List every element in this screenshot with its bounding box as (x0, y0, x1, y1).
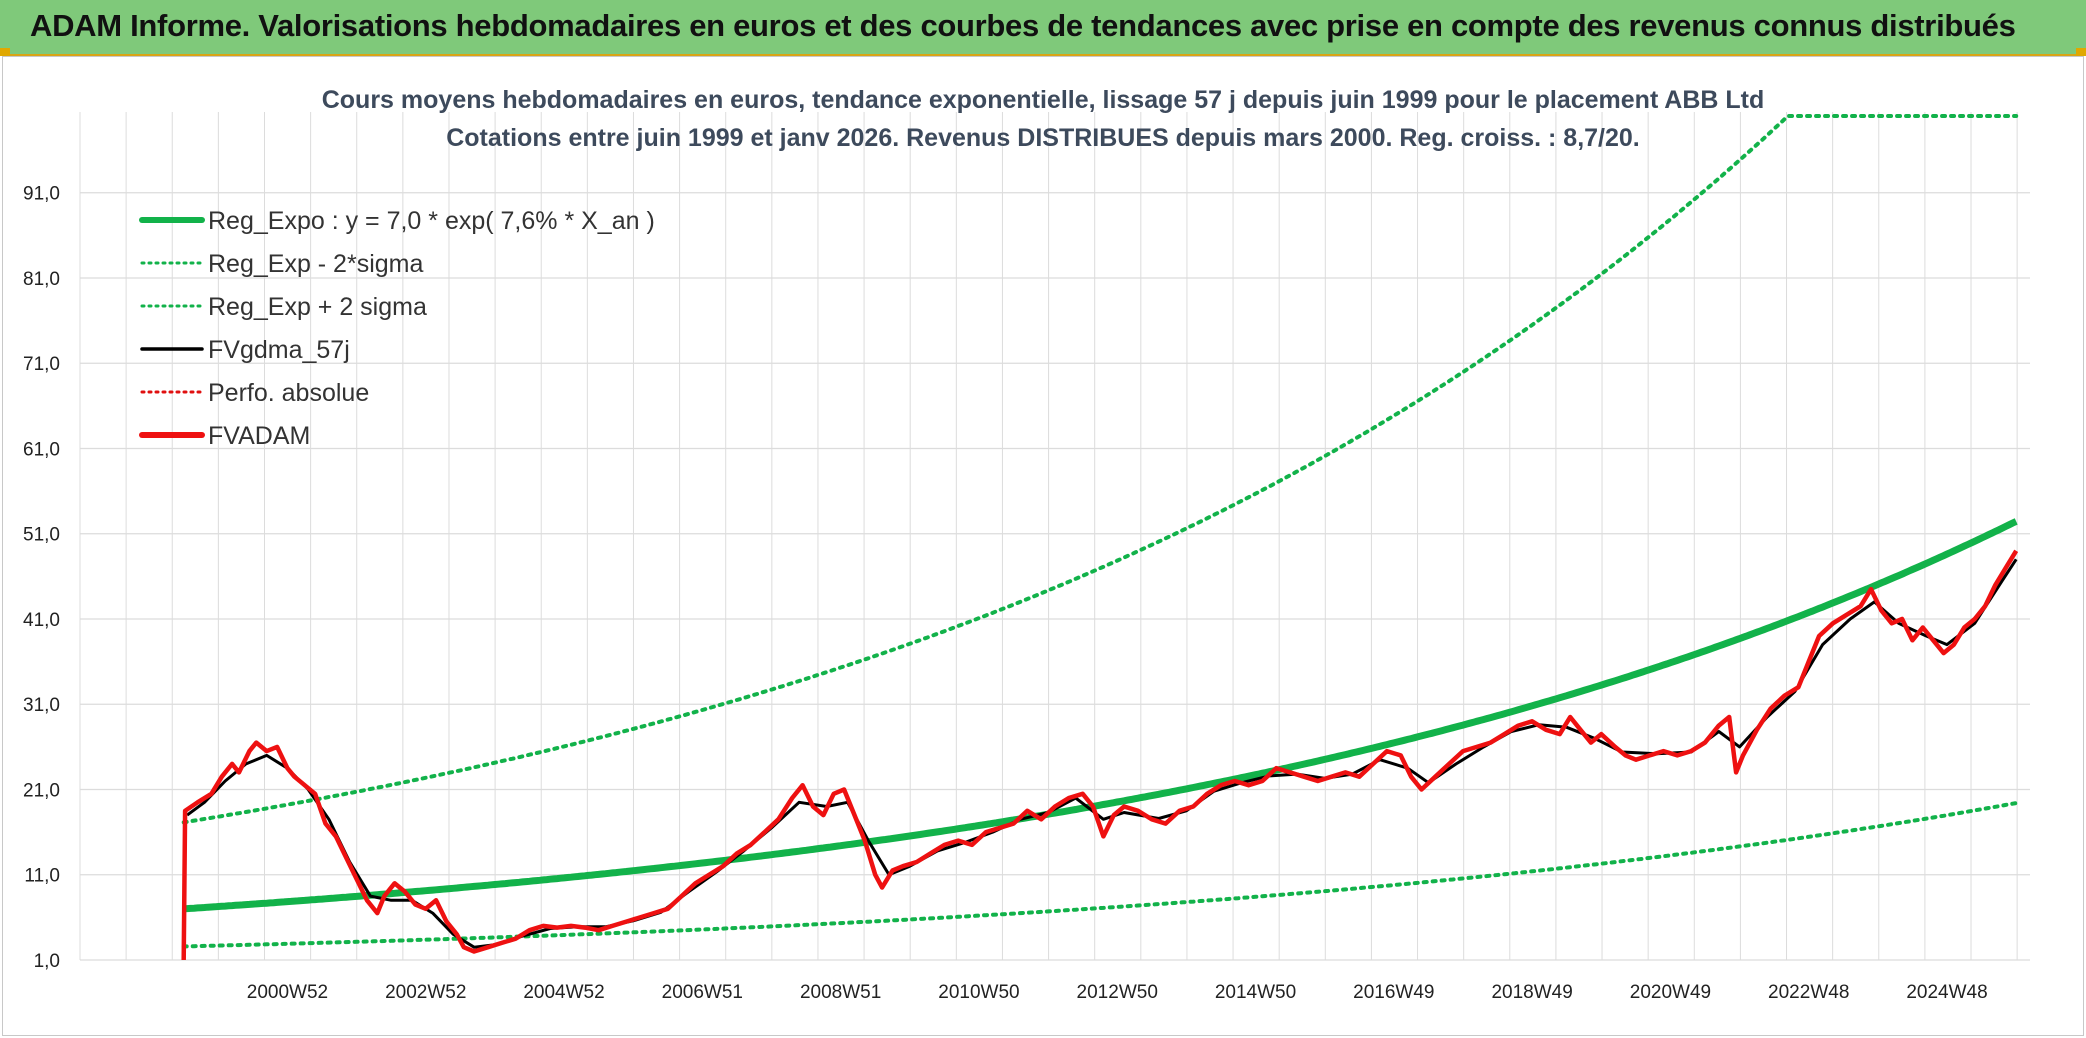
x-tick-label: 2016W49 (1353, 982, 1434, 1003)
chart-title-line-1: Cours moyens hebdomadaires en euros, ten… (322, 86, 1765, 114)
y-tick-label: 11,0 (24, 866, 60, 887)
x-tick-label: 2018W49 (1491, 982, 1572, 1003)
y-tick-label: 71,0 (23, 354, 60, 375)
y-tick-label: 51,0 (23, 525, 60, 546)
banner-corner-right (2076, 48, 2086, 56)
series-reg-exp-minus-2sigma (181, 801, 2019, 949)
series-reg-exp-plus-2sigma (181, 114, 2019, 825)
x-tick-label: 2024W48 (1906, 982, 1987, 1003)
legend: Reg_Expo : y = 7,0 * exp( 7,6% * X_an ) R… (139, 207, 655, 450)
series-layer (181, 114, 2019, 961)
chart-title-line-2: Cotations entre juin 1999 et janv 2026. … (446, 124, 1640, 152)
y-tick-label: 41,0 (23, 610, 60, 631)
banner-corner-left (0, 48, 10, 56)
x-tick-label: 2010W50 (938, 982, 1019, 1003)
x-tick-label: 2014W50 (1215, 982, 1296, 1003)
x-tick-label: 2020W49 (1630, 982, 1711, 1003)
banner-title: ADAM Informe. Valorisations hebdomadaire… (30, 8, 2016, 43)
y-tick-label: 31,0 (23, 695, 60, 716)
legend-label: Perfo. absolue (208, 379, 369, 407)
legend-label: Reg_Exp + 2 sigma (208, 293, 427, 321)
y-tick-label: 21,0 (23, 780, 60, 801)
legend-label: Reg_Exp - 2*sigma (208, 250, 423, 278)
report-banner: ADAM Informe. Valorisations hebdomadaire… (0, 0, 2086, 56)
y-tick-label: 81,0 (23, 269, 60, 290)
x-tick-label: 2022W48 (1768, 982, 1849, 1003)
legend-label: FVgdma_57j (208, 336, 350, 364)
x-tick-label: 2004W52 (523, 982, 604, 1003)
y-axis-labels: 1,0 11,0 21,0 31,0 41,0 51,0 61,0 71,0 81,0 91,0 (23, 184, 60, 972)
y-tick-label: 91,0 (23, 184, 60, 205)
x-tick-label: 2002W52 (385, 982, 466, 1003)
legend-label: Reg_Expo : y = 7,0 * exp( 7,6% * X_an ) (208, 207, 655, 235)
x-tick-label: 2000W52 (247, 982, 328, 1003)
chart-frame (2, 56, 2084, 1036)
x-tick-label: 2012W50 (1077, 982, 1158, 1003)
y-tick-label: 61,0 (23, 439, 60, 460)
x-tick-label: 2006W51 (662, 982, 743, 1003)
legend-label: FVADAM (208, 422, 310, 450)
x-axis-labels: 2000W52 2002W52 2004W52 2006W51 2008W51 2010W… (247, 982, 1988, 1003)
y-tick-label: 1,0 (34, 951, 60, 972)
series-fvadam (181, 549, 2019, 961)
grid-lines (79, 112, 2030, 961)
series-reg-expo (183, 518, 2018, 913)
x-tick-label: 2008W51 (800, 982, 881, 1003)
